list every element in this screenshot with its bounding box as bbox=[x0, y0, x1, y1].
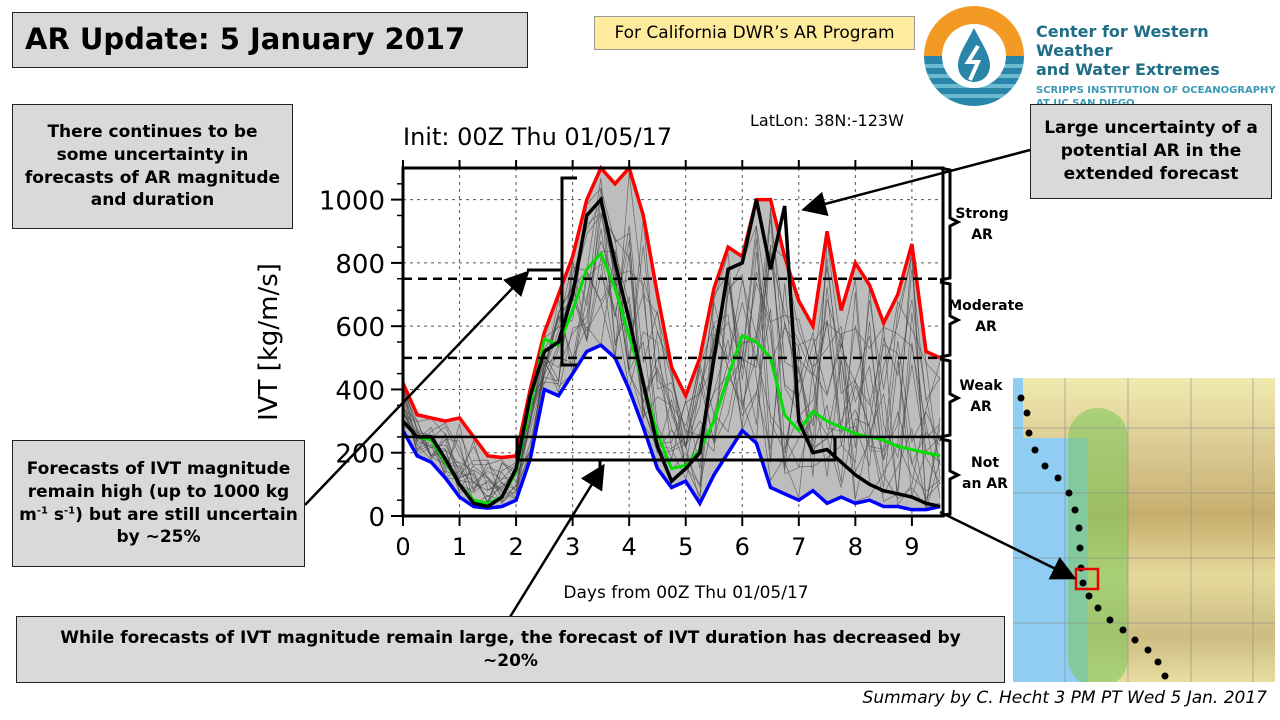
location-map bbox=[1013, 378, 1275, 682]
ensemble-member-line bbox=[402, 266, 941, 507]
x-axis-label: Days from 00Z Thu 01/05/17 bbox=[563, 583, 808, 603]
series-line-avg bbox=[401, 250, 941, 505]
coast-point bbox=[1144, 646, 1152, 654]
arrow-extended-forecast bbox=[801, 148, 1031, 216]
coast-point bbox=[1071, 506, 1079, 514]
coast-point bbox=[1085, 592, 1093, 600]
y-tick-label: 800 bbox=[335, 250, 385, 280]
coast-point bbox=[1154, 658, 1162, 666]
callout-uncertainty: There continues to be some uncertainty i… bbox=[12, 104, 293, 229]
annotation-arrows bbox=[304, 148, 1077, 618]
category-not-ar: Not an AR bbox=[962, 455, 1008, 492]
coast-point bbox=[1065, 489, 1073, 497]
category-moderate-ar: Moderate AR bbox=[948, 298, 1024, 335]
callout-magnitude: Forecasts of IVT magnitude remain high (… bbox=[12, 440, 305, 567]
moderate-ar-brace bbox=[939, 280, 962, 359]
coast-point bbox=[1131, 636, 1139, 644]
coast-point bbox=[1023, 409, 1031, 417]
arrow-duration bbox=[508, 463, 605, 618]
y-tick-label: 600 bbox=[335, 313, 385, 343]
chart-subtitle: LatLon: 38N:-123W bbox=[750, 111, 904, 130]
arrow-magnitude bbox=[304, 270, 530, 506]
category-weak-ar: Weak AR bbox=[959, 378, 1003, 415]
coast-point bbox=[1017, 394, 1025, 402]
coast-point bbox=[1025, 429, 1033, 437]
callout-extended-forecast: Large uncertainty of a potential AR in t… bbox=[1030, 104, 1272, 199]
coast-point bbox=[1041, 462, 1049, 470]
ensemble-member-line bbox=[402, 188, 941, 510]
category-strong-ar: Strong AR bbox=[955, 206, 1009, 243]
coast-point bbox=[1119, 626, 1127, 634]
x-tick-label: 2 bbox=[508, 533, 523, 561]
x-tick-label: 7 bbox=[791, 533, 806, 561]
series-line-min bbox=[401, 343, 941, 512]
summary-credit: Summary by C. Hecht 3 PM PT Wed 5 Jan. 2… bbox=[862, 688, 1267, 708]
coast-point bbox=[1076, 544, 1084, 552]
x-tick-label: 0 bbox=[395, 533, 410, 561]
logo-line: AT UC SAN DIEGO bbox=[1036, 97, 1280, 110]
x-tick-label: 3 bbox=[565, 533, 580, 561]
duration-bracket bbox=[515, 438, 837, 462]
coast-point bbox=[1094, 604, 1102, 612]
ensemble-member-line bbox=[402, 215, 941, 505]
chart-title: Init: 00Z Thu 01/05/17 bbox=[403, 123, 672, 151]
logo-line: Center for Western Weather bbox=[1036, 22, 1209, 60]
series-line-control bbox=[401, 195, 941, 509]
coast-point bbox=[1161, 672, 1169, 680]
y-axis-label: IVT [kg/m/s] bbox=[254, 263, 284, 421]
callout-duration: While forecasts of IVT magnitude remain … bbox=[16, 616, 1005, 683]
coast-point bbox=[1075, 524, 1083, 532]
coast-point bbox=[1079, 579, 1087, 587]
cw3e-logo bbox=[924, 6, 1024, 106]
x-tick-label: 9 bbox=[904, 533, 919, 561]
ensemble-member-line bbox=[402, 198, 941, 490]
ensemble-member-line bbox=[402, 240, 941, 493]
logo-line: and Water Extremes bbox=[1036, 60, 1220, 79]
weak-ar-brace bbox=[939, 357, 962, 439]
y-tick-label: 400 bbox=[335, 376, 385, 406]
program-label: For California DWR’s AR Program bbox=[594, 16, 915, 50]
x-tick-label: 8 bbox=[848, 533, 863, 561]
not-ar-brace bbox=[939, 437, 962, 518]
ensemble-member-line bbox=[402, 244, 941, 499]
x-tick-label: 6 bbox=[735, 533, 750, 561]
coast-point bbox=[1054, 474, 1062, 482]
y-tick-label: 0 bbox=[368, 503, 385, 533]
series-line-max bbox=[401, 164, 941, 460]
ensemble-member-line bbox=[402, 202, 941, 503]
x-tick-label: 4 bbox=[622, 533, 637, 561]
logo-line: SCRIPPS INSTITUTION OF OCEANOGRAPHY bbox=[1036, 85, 1276, 96]
coast-point bbox=[1031, 446, 1039, 454]
coast-point bbox=[1106, 616, 1114, 624]
logo-text: Center for Western Weather and Water Extr… bbox=[1036, 22, 1280, 110]
ensemble-member-line bbox=[402, 214, 941, 494]
x-tick-label: 5 bbox=[678, 533, 693, 561]
arrow-location bbox=[939, 510, 1077, 580]
slide-title: AR Update: 5 January 2017 bbox=[12, 12, 528, 68]
annotation-brackets bbox=[515, 166, 962, 518]
x-tick-label: 1 bbox=[452, 533, 467, 561]
y-tick-label: 1000 bbox=[319, 187, 385, 217]
